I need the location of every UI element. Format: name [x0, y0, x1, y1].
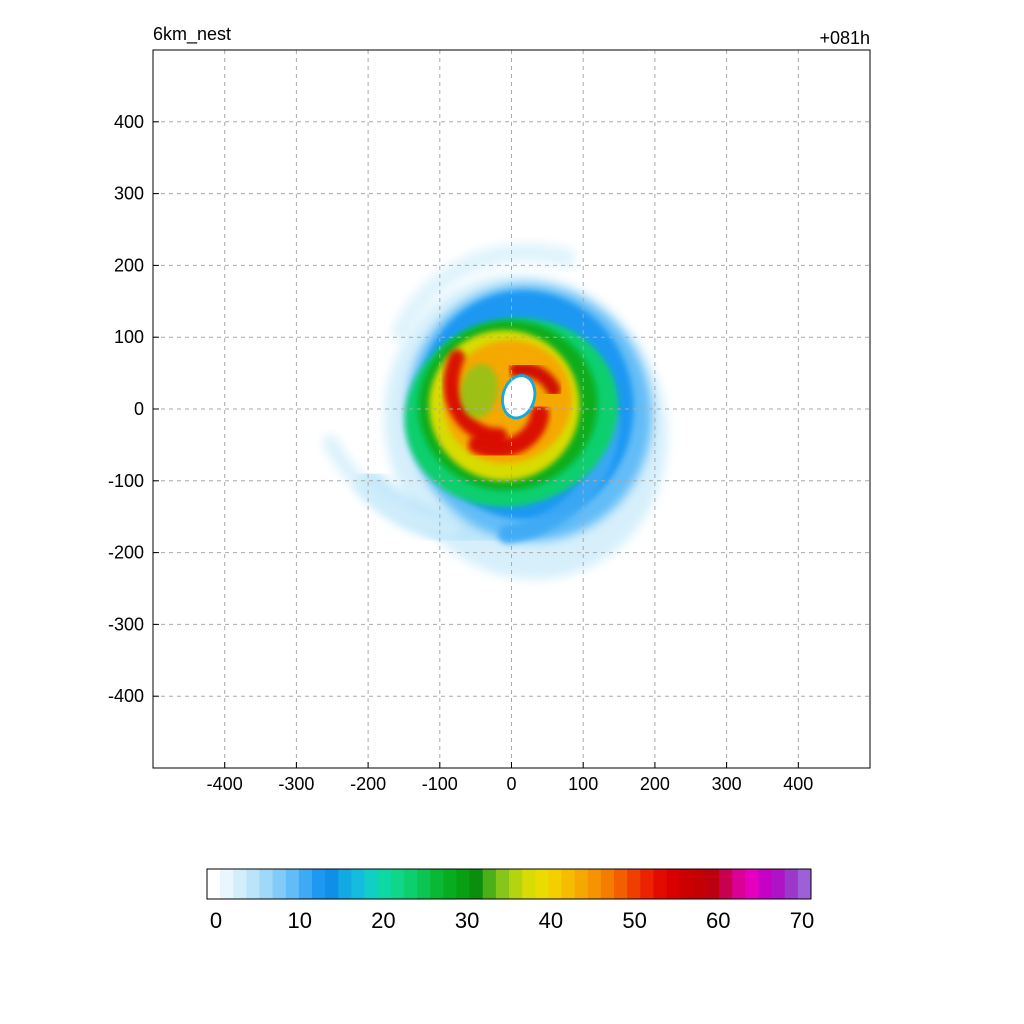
- y-tick-label-3: 100: [114, 327, 144, 347]
- colorbar-swatch-4: [259, 869, 274, 899]
- colorbar-tick-label-7: 70: [790, 908, 814, 933]
- colorbar-swatch-20: [469, 869, 484, 899]
- colorbar-swatch-5: [272, 869, 287, 899]
- colorbar-swatch-45: [797, 869, 812, 899]
- x-tick-label-0: -400: [207, 774, 243, 794]
- colorbar-swatch-38: [705, 869, 720, 899]
- colorbar-swatch-7: [298, 869, 313, 899]
- colorbar-swatch-17: [430, 869, 444, 899]
- colorbar-frame: [206, 868, 812, 900]
- title-left: 6km_nest: [153, 24, 231, 45]
- colorbar-swatch-24: [522, 869, 536, 899]
- red-band-south: [468, 404, 550, 458]
- colorbar: [206, 868, 812, 900]
- colorbar-swatch-36: [679, 869, 694, 899]
- y-tick-label-7: -300: [108, 614, 144, 634]
- y-tick-label-2: 200: [114, 255, 144, 275]
- colorbar-swatch-40: [732, 869, 746, 899]
- colorbar-tick-label-5: 50: [622, 908, 646, 933]
- colorbar-swatch-6: [285, 869, 300, 899]
- colorbar-swatch-22: [495, 869, 510, 899]
- colorbar-swatch-37: [692, 869, 707, 899]
- colorbar-swatch-34: [653, 869, 668, 899]
- inner-green-moat: [460, 364, 499, 419]
- colorbar-swatch-39: [719, 869, 733, 899]
- colorbar-swatch-42: [758, 869, 773, 899]
- colorbar-swatch-30: [600, 869, 615, 899]
- y-tick-label-1: 300: [114, 184, 144, 204]
- y-axis: 400 300 200 100 0 -100 -200 -300 -400: [108, 112, 159, 706]
- colorbar-swatch-23: [509, 869, 523, 899]
- red-band-east: [509, 362, 561, 397]
- colorbar-tick-label-6: 60: [706, 908, 730, 933]
- x-tick-label-4: 0: [506, 774, 516, 794]
- colorbar-swatch-15: [403, 869, 418, 899]
- southwest-tail-band: [322, 434, 460, 537]
- y-tick-label-8: -400: [108, 686, 144, 706]
- precip-field: [322, 243, 668, 580]
- y-tick-label-0: 400: [114, 112, 144, 132]
- colorbar-swatch-28: [574, 869, 589, 899]
- red-band-north: [443, 349, 508, 444]
- colorbar-swatch-25: [535, 869, 549, 899]
- colorbar-swatch-8: [312, 869, 326, 899]
- colorbar-swatch-33: [640, 869, 654, 899]
- x-tick-label-3: -100: [422, 774, 458, 794]
- title-right: +081h: [819, 28, 870, 48]
- colorbar-swatch-21: [482, 869, 497, 899]
- colorbar-swatch-9: [325, 869, 339, 899]
- x-tick-label-8: 400: [783, 774, 813, 794]
- y-tick-label-6: -200: [108, 543, 144, 563]
- x-tick-label-2: -200: [350, 774, 386, 794]
- colorbar-swatch-19: [456, 869, 471, 899]
- colorbar-swatch-14: [390, 869, 405, 899]
- colorbar-swatch-16: [417, 869, 431, 899]
- colorbar-swatch-0: [207, 869, 221, 899]
- x-tick-label-1: -300: [278, 774, 314, 794]
- colorbar-swatch-26: [548, 869, 563, 899]
- y-tick-label-5: -100: [108, 471, 144, 491]
- colorbar-swatch-10: [338, 869, 352, 899]
- colorbar-tick-label-1: 10: [287, 908, 311, 933]
- colorbar-swatch-44: [784, 869, 799, 899]
- colorbar-ticks: 0 10 20 30 40 50 60 70: [210, 908, 814, 933]
- colorbar-swatch-32: [627, 869, 641, 899]
- colorbar-swatch-29: [587, 869, 602, 899]
- x-tick-label-5: 100: [568, 774, 598, 794]
- colorbar-swatch-43: [771, 869, 786, 899]
- colorbar-swatch-31: [614, 869, 628, 899]
- colorbar-swatch-12: [364, 869, 379, 899]
- x-tick-label-7: 300: [712, 774, 742, 794]
- colorbar-swatch-27: [561, 869, 576, 899]
- x-tick-label-6: 200: [640, 774, 670, 794]
- colorbar-swatch-3: [246, 869, 261, 899]
- colorbar-tick-label-4: 40: [539, 908, 563, 933]
- colorbar-tick-label-3: 30: [455, 908, 479, 933]
- colorbar-swatch-2: [233, 869, 247, 899]
- x-axis: -400 -300 -200 -100 0 100 200 300 400: [207, 762, 813, 794]
- colorbar-tick-label-2: 20: [371, 908, 395, 933]
- colorbar-swatch-18: [443, 869, 457, 899]
- colorbar-swatch-41: [745, 869, 759, 899]
- y-tick-label-4: 0: [134, 399, 144, 419]
- colorbar-swatch-1: [220, 869, 234, 899]
- colorbar-swatch-13: [377, 869, 392, 899]
- colorbar-tick-label-0: 0: [210, 908, 222, 933]
- colorbar-swatch-11: [351, 869, 366, 899]
- colorbar-swatch-35: [666, 869, 681, 899]
